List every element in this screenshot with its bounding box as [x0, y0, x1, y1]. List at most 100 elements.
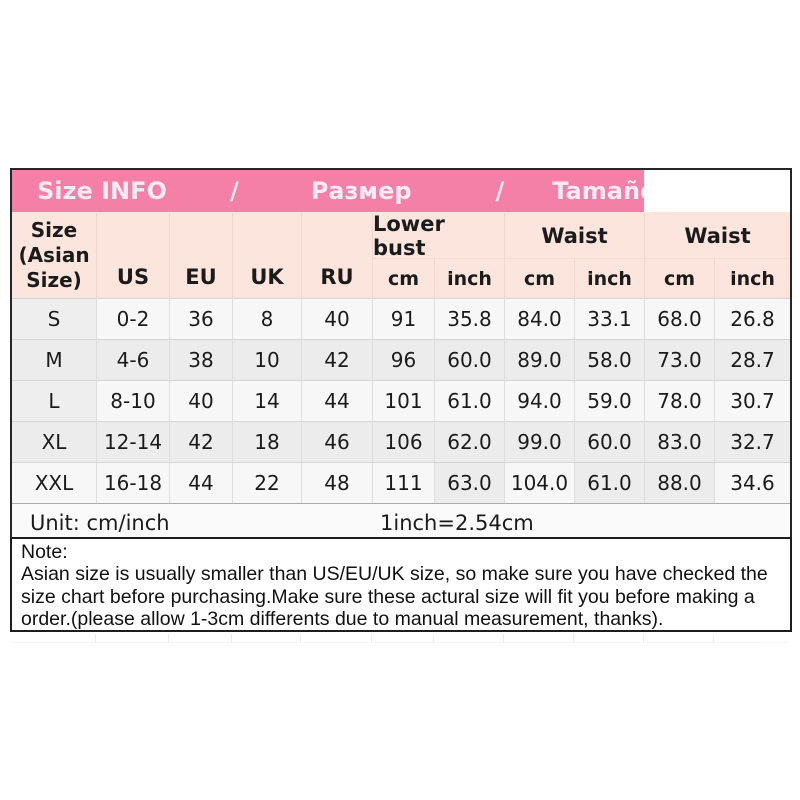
unit-header-cm-2: cm — [504, 258, 574, 298]
table-cell: 63.0 — [434, 463, 504, 503]
table-cell: 46 — [301, 422, 372, 462]
size-row-xxl: XXL 16-18 44 22 48 111 63.0 104.0 61.0 8… — [12, 462, 790, 503]
col-header-eu: EU — [169, 213, 232, 298]
remnant-tick — [714, 634, 790, 643]
group-header-lower-bust: Lower bust — [372, 212, 504, 260]
band-blank-cell — [644, 170, 790, 212]
table-cell: 30.7 — [714, 381, 790, 421]
size-asian-header: Size (Asian Size) — [12, 213, 96, 298]
table-cell: 89.0 — [504, 340, 574, 380]
table-cell: 61.0 — [574, 463, 644, 503]
remnant-tick — [169, 634, 232, 643]
size-cell: S — [12, 299, 96, 339]
remnant-tick — [504, 634, 574, 643]
title-band-pink: Size INFO / Размер / Tamaño — [12, 170, 657, 212]
table-header: Size (Asian Size) US EU UK RU Lower bust… — [12, 212, 790, 298]
table-cell: 101 — [372, 381, 434, 421]
remnant-tick — [372, 634, 434, 643]
size-row-m: M 4-6 38 10 42 96 60.0 89.0 58.0 73.0 28… — [12, 339, 790, 380]
remnant-tick — [301, 634, 372, 643]
table-cell: 10 — [232, 340, 301, 380]
band-title-ru: Размер — [310, 177, 412, 205]
table-cell: 40 — [169, 381, 232, 421]
group-header-waist-2: Waist — [644, 213, 790, 258]
size-asian-header-line: Size — [30, 218, 78, 242]
table-cell: 106 — [372, 422, 434, 462]
note-title: Note: — [21, 541, 68, 563]
size-cell: XXL — [34, 471, 74, 495]
table-cell: 88.0 — [644, 463, 714, 503]
table-cell: 44 — [301, 381, 372, 421]
table-cell: 59.0 — [574, 381, 644, 421]
table-cell: 62.0 — [434, 422, 504, 462]
unit-header-cm-3: cm — [644, 258, 714, 298]
table-cell: 94.0 — [504, 381, 574, 421]
table-cell: 36 — [169, 299, 232, 339]
band-separator-icon: / — [495, 177, 505, 205]
table-cell: 60.0 — [434, 340, 504, 380]
table-cell: 14 — [232, 381, 301, 421]
remnant-tick — [574, 634, 644, 643]
size-cell: XL — [41, 430, 67, 454]
note-box: Note: Asian size is usually smaller than… — [10, 537, 792, 632]
table-cell: 26.8 — [714, 299, 790, 339]
table-cell: 38 — [169, 340, 232, 380]
table-cell: 32.7 — [714, 422, 790, 462]
table-cell: 16-18 — [96, 463, 169, 503]
group-header-waist-1: Waist — [504, 213, 644, 258]
unit-label: Unit: cm/inch — [30, 511, 170, 535]
table-cell: 60.0 — [574, 422, 644, 462]
table-cell: 58.0 — [574, 340, 644, 380]
table-cell: 91 — [372, 299, 434, 339]
col-header-us: US — [96, 213, 169, 298]
size-cell: M — [45, 348, 63, 372]
table-cell: 40 — [301, 299, 372, 339]
table-cell: 83.0 — [644, 422, 714, 462]
note-line: order.(please allow 1-3cm differents due… — [21, 608, 664, 631]
table-cell: 73.0 — [644, 340, 714, 380]
size-asian-header-line: (Asian — [18, 243, 90, 267]
table-cell: 61.0 — [434, 381, 504, 421]
table-cell: 111 — [372, 463, 434, 503]
table-cell: 0-2 — [96, 299, 169, 339]
table-cell: 96 — [372, 340, 434, 380]
note-line: size chart before purchasing.Make sure t… — [21, 585, 755, 608]
size-row-xl: XL 12-14 42 18 46 106 62.0 99.0 60.0 83.… — [12, 421, 790, 462]
band-title-en: Size INFO — [37, 177, 167, 205]
table-cell: 48 — [301, 463, 372, 503]
size-cell: L — [12, 381, 96, 421]
table-cell: 33.1 — [574, 299, 644, 339]
table-cell: 78.0 — [644, 381, 714, 421]
table-cell: 22 — [232, 463, 301, 503]
table-cell: 28.7 — [714, 340, 790, 380]
table-cell: 68.0 — [644, 299, 714, 339]
size-row-s: S 0-2 36 8 40 91 35.8 84.0 33.1 68.0 26.… — [12, 298, 790, 339]
table-cell: 8-10 — [96, 381, 169, 421]
remnant-tick — [644, 634, 714, 643]
cropped-row-remnant — [12, 634, 790, 643]
title-band: Size INFO / Размер / Tamaño — [12, 170, 790, 212]
note-line: Asian size is usually smaller than US/EU… — [21, 563, 768, 586]
table-cell: 12-14 — [96, 422, 169, 462]
unit-header-inch-1: inch — [434, 258, 504, 298]
table-cell: 42 — [301, 340, 372, 380]
unit-header-inch-2: inch — [574, 258, 644, 298]
unit-row: Unit: cm/inch 1inch=2.54cm — [12, 503, 790, 542]
table-cell: 18 — [232, 422, 301, 462]
size-asian-header-line: Size) — [26, 268, 82, 292]
size-chart-sheet: Size INFO / Размер / Tamaño Size (Asian … — [10, 168, 792, 542]
size-row-l: L 8-10 40 14 44 101 61.0 94.0 59.0 78.0 … — [12, 380, 790, 421]
col-header-ru: RU — [301, 213, 372, 298]
table-cell: 35.8 — [434, 299, 504, 339]
remnant-tick — [96, 634, 169, 643]
col-header-uk: UK — [232, 213, 301, 298]
table-cell: 42 — [169, 422, 232, 462]
remnant-tick — [232, 634, 301, 643]
table-cell: 99.0 — [504, 422, 574, 462]
table-cell: 4-6 — [96, 340, 169, 380]
unit-header-inch-3: inch — [714, 258, 790, 298]
remnant-tick — [12, 634, 96, 643]
table-cell: 8 — [232, 299, 301, 339]
table-cell: 84.0 — [504, 299, 574, 339]
